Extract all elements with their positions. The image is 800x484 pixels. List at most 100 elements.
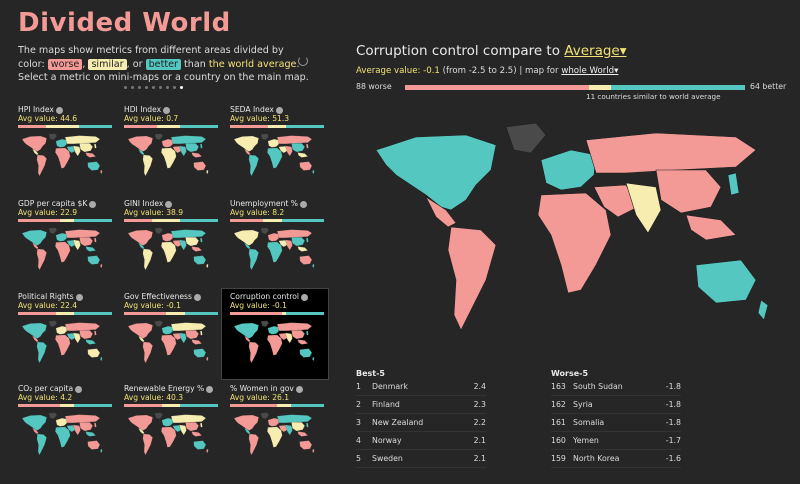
country-region-australia[interactable] [299,255,312,265]
country-region-china[interactable] [291,236,305,246]
mini-map-10[interactable]: Renewable Energy % Avg value: 40.3 [124,384,220,476]
country-region-north-america[interactable] [21,414,47,430]
country-region-japan[interactable] [306,330,309,335]
country-region-china[interactable] [185,421,199,431]
country-region-south-asia[interactable] [179,145,187,156]
country-region-africa[interactable] [537,192,612,294]
country-region-se-asia[interactable] [685,214,737,241]
country-region-europe[interactable] [161,232,174,241]
country-region-new-zealand[interactable] [206,448,209,453]
country-region-central-america[interactable] [244,148,251,155]
country-region-africa[interactable] [161,241,177,262]
country-region-africa[interactable] [267,241,283,262]
country-region-africa[interactable] [161,147,177,168]
country-region-south-america[interactable] [142,248,153,270]
country-region-central-america[interactable] [244,242,251,249]
country-region-africa[interactable] [267,334,283,355]
info-icon[interactable] [89,200,97,208]
country-region-se-asia[interactable] [85,245,96,252]
info-icon[interactable] [55,106,63,114]
main-world-map[interactable] [356,115,776,340]
country-region-middle-east[interactable] [66,424,76,432]
country-region-middle-east[interactable] [66,332,76,340]
country-region-middle-east[interactable] [172,239,182,247]
country-region-se-asia[interactable] [191,338,202,345]
country-region-new-zealand[interactable] [312,263,315,268]
country-region-australia[interactable] [299,440,312,450]
country-region-new-zealand[interactable] [206,169,209,174]
country-region-south-america[interactable] [248,154,259,176]
country-region-australia[interactable] [299,348,312,358]
list-item[interactable]: 162 Syria -1.8 [551,396,681,414]
country-region-south-asia[interactable] [73,145,81,156]
mini-world-map[interactable] [18,131,104,179]
country-region-greenland[interactable] [154,227,163,234]
mini-map-2[interactable]: SEDA Index Avg value: 51.3 [230,105,326,197]
country-region-se-asia[interactable] [85,151,96,158]
list-item[interactable]: 160 Yemen -1.7 [551,432,681,450]
country-region-africa[interactable] [267,147,283,168]
mini-world-map[interactable] [230,225,316,273]
list-item[interactable]: 1 Denmark 2.4 [356,378,486,396]
country-region-greenland[interactable] [154,133,163,140]
country-region-japan[interactable] [306,143,309,148]
country-region-china[interactable] [291,142,305,152]
country-region-central-america[interactable] [138,148,145,155]
country-region-central-america[interactable] [425,196,457,228]
country-region-africa[interactable] [55,147,71,168]
country-region-middle-east[interactable] [593,184,639,218]
country-region-china[interactable] [185,142,199,152]
country-region-china[interactable] [291,329,305,339]
country-region-south-america[interactable] [36,433,47,455]
info-icon[interactable] [163,106,171,114]
country-region-south-asia[interactable] [285,332,293,343]
country-region-se-asia[interactable] [85,338,96,345]
country-region-middle-east[interactable] [66,239,76,247]
country-region-south-america[interactable] [36,154,47,176]
country-region-north-america[interactable] [233,229,259,245]
region-select[interactable]: whole World▾ [561,66,619,76]
page-dot[interactable] [145,86,148,89]
mini-world-map[interactable] [124,318,210,366]
country-region-russia[interactable] [65,135,101,144]
page-dot[interactable] [138,86,141,89]
country-region-new-zealand[interactable] [312,169,315,174]
mini-map-11[interactable]: % Women in gov Avg value: 26.1 [230,384,326,476]
country-region-central-america[interactable] [244,335,251,342]
info-icon[interactable] [75,385,83,393]
country-region-south-asia[interactable] [625,182,662,234]
country-region-japan[interactable] [200,237,203,242]
page-dot[interactable] [124,86,127,89]
country-region-greenland[interactable] [48,133,57,140]
mini-world-map[interactable] [230,318,316,366]
country-region-china[interactable] [79,421,93,431]
country-region-europe[interactable] [55,417,68,426]
country-region-russia[interactable] [171,229,207,238]
country-region-europe[interactable] [55,138,68,147]
country-region-north-america[interactable] [233,414,259,430]
country-region-china[interactable] [185,329,199,339]
country-region-north-america[interactable] [127,135,153,151]
country-region-middle-east[interactable] [278,145,288,153]
country-region-europe[interactable] [540,149,597,191]
info-icon[interactable] [193,293,201,301]
country-region-greenland[interactable] [48,412,57,419]
country-region-australia[interactable] [193,255,206,265]
country-region-africa[interactable] [161,426,177,447]
list-item[interactable]: 161 Somalia -1.8 [551,414,681,432]
list-item[interactable]: 163 South Sudan -1.8 [551,378,681,396]
mini-world-map[interactable] [230,410,316,458]
page-dot-active[interactable] [180,86,183,89]
country-region-new-zealand[interactable] [100,263,103,268]
country-region-japan[interactable] [94,143,97,148]
country-region-greenland[interactable] [48,227,57,234]
page-dot[interactable] [166,86,169,89]
country-region-south-asia[interactable] [285,145,293,156]
country-region-australia[interactable] [193,440,206,450]
country-region-se-asia[interactable] [297,430,308,437]
country-region-north-america[interactable] [21,229,47,245]
country-region-middle-east[interactable] [172,145,182,153]
country-region-central-america[interactable] [244,427,251,434]
country-region-china[interactable] [655,169,722,214]
country-region-greenland[interactable] [260,412,269,419]
